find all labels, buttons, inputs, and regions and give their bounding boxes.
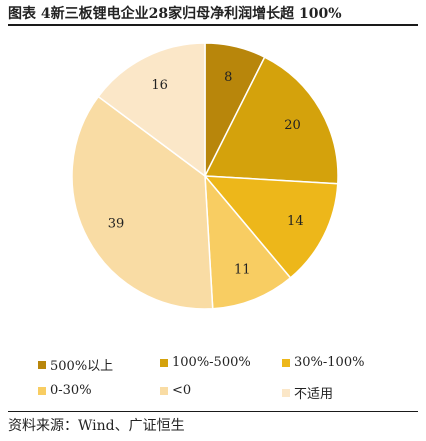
legend-item-30-100: 30%-100% <box>282 355 364 370</box>
legend-swatch <box>38 386 46 395</box>
legend-label: 100%-500% <box>172 355 251 370</box>
legend-label: 0-30% <box>50 383 92 398</box>
slice-value-label: 39 <box>108 216 125 231</box>
slice-value-label: 20 <box>284 118 301 133</box>
pie-slice <box>204 173 292 310</box>
pie-slice <box>97 42 206 178</box>
slice-value-label: 16 <box>151 78 168 93</box>
pie-slice <box>203 56 339 185</box>
legend-label: <0 <box>172 383 192 398</box>
legend-swatch <box>282 388 290 397</box>
figure-title: 图表 4新三板锂电企业28家归母净利润增长超 100% <box>8 6 342 22</box>
legend-swatch <box>160 358 168 367</box>
slice-value-label: 14 <box>287 214 304 229</box>
pie-slice <box>71 95 214 310</box>
legend-swatch <box>282 358 290 367</box>
legend-item-500-plus: 500%以上 <box>38 355 113 374</box>
legend-label: 500%以上 <box>50 359 114 374</box>
legend-item-100-500: 100%-500% <box>160 355 251 370</box>
legend-item-0-30: 0-30% <box>38 383 92 398</box>
pie-chart: 8 20 14 11 39 16 <box>71 42 339 310</box>
legend-item-negative: <0 <box>160 383 191 398</box>
legend-label: 30%-100% <box>294 355 365 370</box>
source-note: 资料来源：Wind、广证恒生 <box>8 418 185 434</box>
pie-slice <box>203 175 339 279</box>
legend-item-not-applicable: 不适用 <box>282 383 333 402</box>
source-rule <box>8 411 418 412</box>
legend-swatch <box>160 386 168 395</box>
legend-label: 不适用 <box>294 387 334 402</box>
title-rule <box>8 24 418 26</box>
slice-value-label: 8 <box>224 70 232 85</box>
legend-swatch <box>38 360 46 369</box>
slice-value-label: 11 <box>234 262 251 277</box>
